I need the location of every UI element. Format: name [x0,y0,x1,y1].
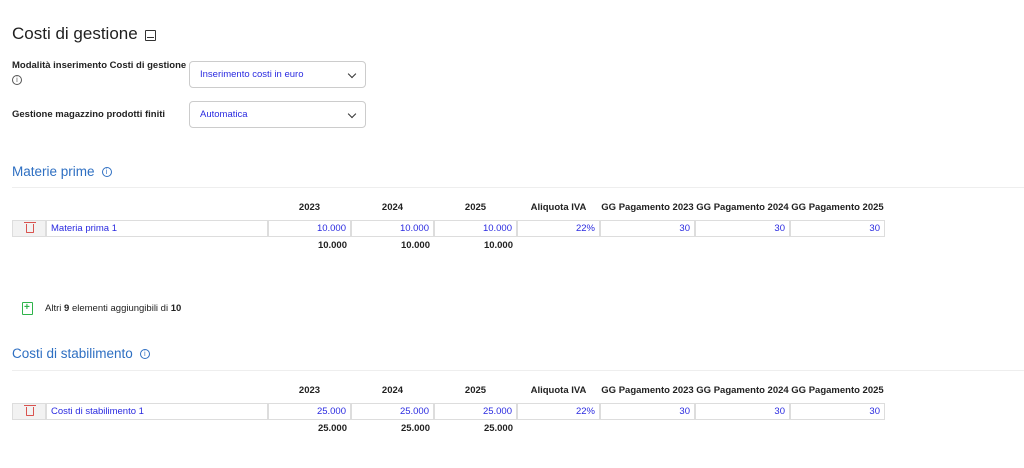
add-more-text: Altri 9 elementi aggiungibili di 10 [45,303,181,314]
gg-2023-input[interactable]: 30 [600,220,695,237]
column-header: GG Pagamento 2024 [696,385,789,396]
section-title-text: Costi di stabilimento [12,346,133,361]
gg-2025-input[interactable]: 30 [790,403,885,420]
section-title-materie-prime: Materie prime i [12,164,112,179]
add-file-icon[interactable] [22,302,33,315]
total-2025: 25.000 [483,423,513,434]
gg-2024-input[interactable]: 30 [695,220,790,237]
warehouse-select[interactable]: Automatica [189,101,366,128]
value-2024-input[interactable]: 25.000 [351,403,434,420]
mode-label-text: Modalità inserimento Costi di gestione [12,60,187,71]
value-2025-input[interactable]: 25.000 [434,403,517,420]
column-header: 2025 [464,385,487,396]
column-header: GG Pagamento 2025 [791,202,884,213]
row-name-input[interactable]: Costi di stabilimento 1 [46,403,268,420]
value-2023-input[interactable]: 25.000 [268,403,351,420]
column-header: 2024 [381,202,404,213]
add-more-middle: elementi aggiungibili di [71,303,169,314]
total-2024: 10.000 [400,240,430,251]
column-header: Aliquota IVA [530,202,587,213]
row-name-input[interactable]: Materia prima 1 [46,220,268,237]
trash-icon [24,405,36,416]
total-2024: 25.000 [400,423,430,434]
info-icon[interactable]: i [139,348,150,359]
total-2025: 10.000 [483,240,513,251]
mode-select-value: Inserimento costi in euro [200,69,304,80]
iva-input[interactable]: 22% [517,220,600,237]
column-header: 2023 [298,385,321,396]
total-2023: 10.000 [317,240,347,251]
book-icon[interactable] [144,29,156,41]
column-header: Aliquota IVA [530,385,587,396]
iva-input[interactable]: 22% [517,403,600,420]
value-2023-input[interactable]: 10.000 [268,220,351,237]
column-header: GG Pagamento 2024 [696,202,789,213]
add-more-max: 10 [170,303,182,314]
mode-label: Modalità inserimento Costi di gestione i [12,59,186,86]
warehouse-label: Gestione magazzino prodotti finiti [12,109,166,120]
gg-2024-input[interactable]: 30 [695,403,790,420]
section-title-text: Materie prime [12,164,95,179]
column-header: 2025 [464,202,487,213]
column-header: GG Pagamento 2023 [601,385,694,396]
chevron-down-icon [347,109,357,119]
add-more-count: 9 [64,303,70,314]
gg-2023-input[interactable]: 30 [600,403,695,420]
trash-icon [24,222,36,233]
mode-select[interactable]: Inserimento costi in euro [189,61,366,88]
delete-button[interactable] [12,220,46,237]
total-2023: 25.000 [317,423,347,434]
add-element-row: Altri 9 elementi aggiungibili di 10 [22,302,181,315]
info-icon[interactable]: i [101,166,112,177]
column-header: 2023 [298,202,321,213]
add-more-prefix: Altri [45,303,62,314]
page-title-text: Costi di gestione [12,24,138,43]
column-header: GG Pagamento 2023 [601,202,694,213]
gg-2025-input[interactable]: 30 [790,220,885,237]
warehouse-select-value: Automatica [200,109,248,120]
delete-button[interactable] [12,403,46,420]
page-title: Costi di gestione [12,24,156,44]
section-divider [12,370,1024,371]
value-2024-input[interactable]: 10.000 [351,220,434,237]
section-divider [12,187,1024,188]
chevron-down-icon [347,69,357,79]
value-2025-input[interactable]: 10.000 [434,220,517,237]
section-title-costi-stabilimento: Costi di stabilimento i [12,346,150,361]
column-header: 2024 [381,385,404,396]
info-icon[interactable]: i [12,75,22,85]
column-header: GG Pagamento 2025 [791,385,884,396]
